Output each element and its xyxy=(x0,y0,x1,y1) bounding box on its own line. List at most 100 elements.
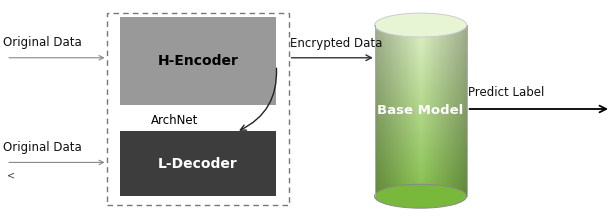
Bar xyxy=(414,100,416,102)
Bar xyxy=(393,177,395,179)
Bar xyxy=(411,147,413,149)
Bar xyxy=(417,143,419,145)
Bar xyxy=(403,115,405,117)
Bar xyxy=(417,132,419,134)
Bar xyxy=(377,80,379,83)
Bar xyxy=(378,172,379,175)
Bar xyxy=(405,149,406,151)
Bar xyxy=(438,98,440,100)
Bar xyxy=(410,175,412,177)
Bar xyxy=(398,181,400,183)
Bar xyxy=(418,48,420,51)
Bar xyxy=(435,123,437,126)
Bar xyxy=(410,136,412,138)
Bar xyxy=(405,153,406,156)
Bar xyxy=(430,76,432,78)
Bar xyxy=(454,181,456,183)
Bar xyxy=(407,151,408,153)
Bar xyxy=(433,76,435,78)
Bar xyxy=(418,53,420,55)
Bar xyxy=(419,140,421,143)
Bar xyxy=(444,145,445,147)
Bar xyxy=(427,48,429,51)
Bar xyxy=(375,74,376,77)
Bar xyxy=(379,33,381,36)
Bar xyxy=(385,121,387,123)
Bar xyxy=(439,108,441,111)
Bar xyxy=(391,74,392,77)
Bar xyxy=(460,33,462,36)
Bar xyxy=(375,190,376,192)
Bar xyxy=(376,89,378,91)
Bar xyxy=(463,48,465,51)
Bar xyxy=(439,104,441,106)
Bar xyxy=(409,164,411,166)
Bar xyxy=(406,130,408,132)
Bar xyxy=(423,172,425,175)
Bar xyxy=(432,121,434,123)
Bar xyxy=(376,123,378,126)
Ellipse shape xyxy=(375,184,467,208)
Bar xyxy=(415,106,417,109)
Bar xyxy=(400,132,402,134)
Bar xyxy=(457,147,459,149)
Bar xyxy=(381,33,383,36)
Bar xyxy=(440,190,442,192)
Bar xyxy=(462,168,464,170)
Bar xyxy=(432,87,434,89)
Bar xyxy=(444,149,445,151)
Bar xyxy=(403,157,405,160)
Bar xyxy=(440,80,442,83)
Bar xyxy=(431,168,433,170)
Bar xyxy=(433,25,435,27)
Bar xyxy=(416,98,418,100)
Bar xyxy=(462,151,464,153)
Bar xyxy=(447,128,449,130)
Bar xyxy=(386,138,388,141)
Bar xyxy=(410,98,412,100)
Bar xyxy=(424,25,426,27)
Bar xyxy=(460,40,462,42)
Bar xyxy=(439,27,441,29)
Bar xyxy=(416,121,418,123)
Bar xyxy=(401,27,403,29)
Bar xyxy=(407,153,408,156)
Bar xyxy=(416,187,418,190)
Bar xyxy=(429,185,430,188)
Bar xyxy=(452,110,453,113)
Bar xyxy=(386,93,388,96)
Bar xyxy=(383,104,384,106)
Bar xyxy=(453,123,454,126)
Bar xyxy=(422,65,424,68)
Bar xyxy=(456,134,458,136)
Bar xyxy=(401,172,403,175)
Bar xyxy=(449,80,451,83)
Bar xyxy=(435,93,437,96)
Bar xyxy=(426,119,428,121)
Bar xyxy=(456,85,458,87)
Bar xyxy=(411,63,413,66)
Bar xyxy=(445,134,446,136)
Bar xyxy=(424,53,426,55)
Bar xyxy=(387,128,389,130)
Bar xyxy=(389,168,390,170)
Bar xyxy=(409,46,411,49)
Bar xyxy=(411,104,413,106)
Bar xyxy=(386,179,388,181)
Bar xyxy=(385,42,387,44)
Bar xyxy=(394,57,396,59)
Bar xyxy=(403,40,405,42)
Bar xyxy=(427,36,429,38)
Bar xyxy=(393,46,395,49)
Bar xyxy=(444,76,445,78)
Bar xyxy=(437,160,438,162)
Bar xyxy=(375,83,376,85)
Bar xyxy=(462,115,464,117)
Bar xyxy=(415,57,417,59)
Bar xyxy=(411,117,413,119)
Bar xyxy=(447,112,449,115)
Bar xyxy=(414,162,416,164)
Bar xyxy=(394,89,396,91)
Bar xyxy=(377,46,379,49)
Bar xyxy=(375,149,376,151)
